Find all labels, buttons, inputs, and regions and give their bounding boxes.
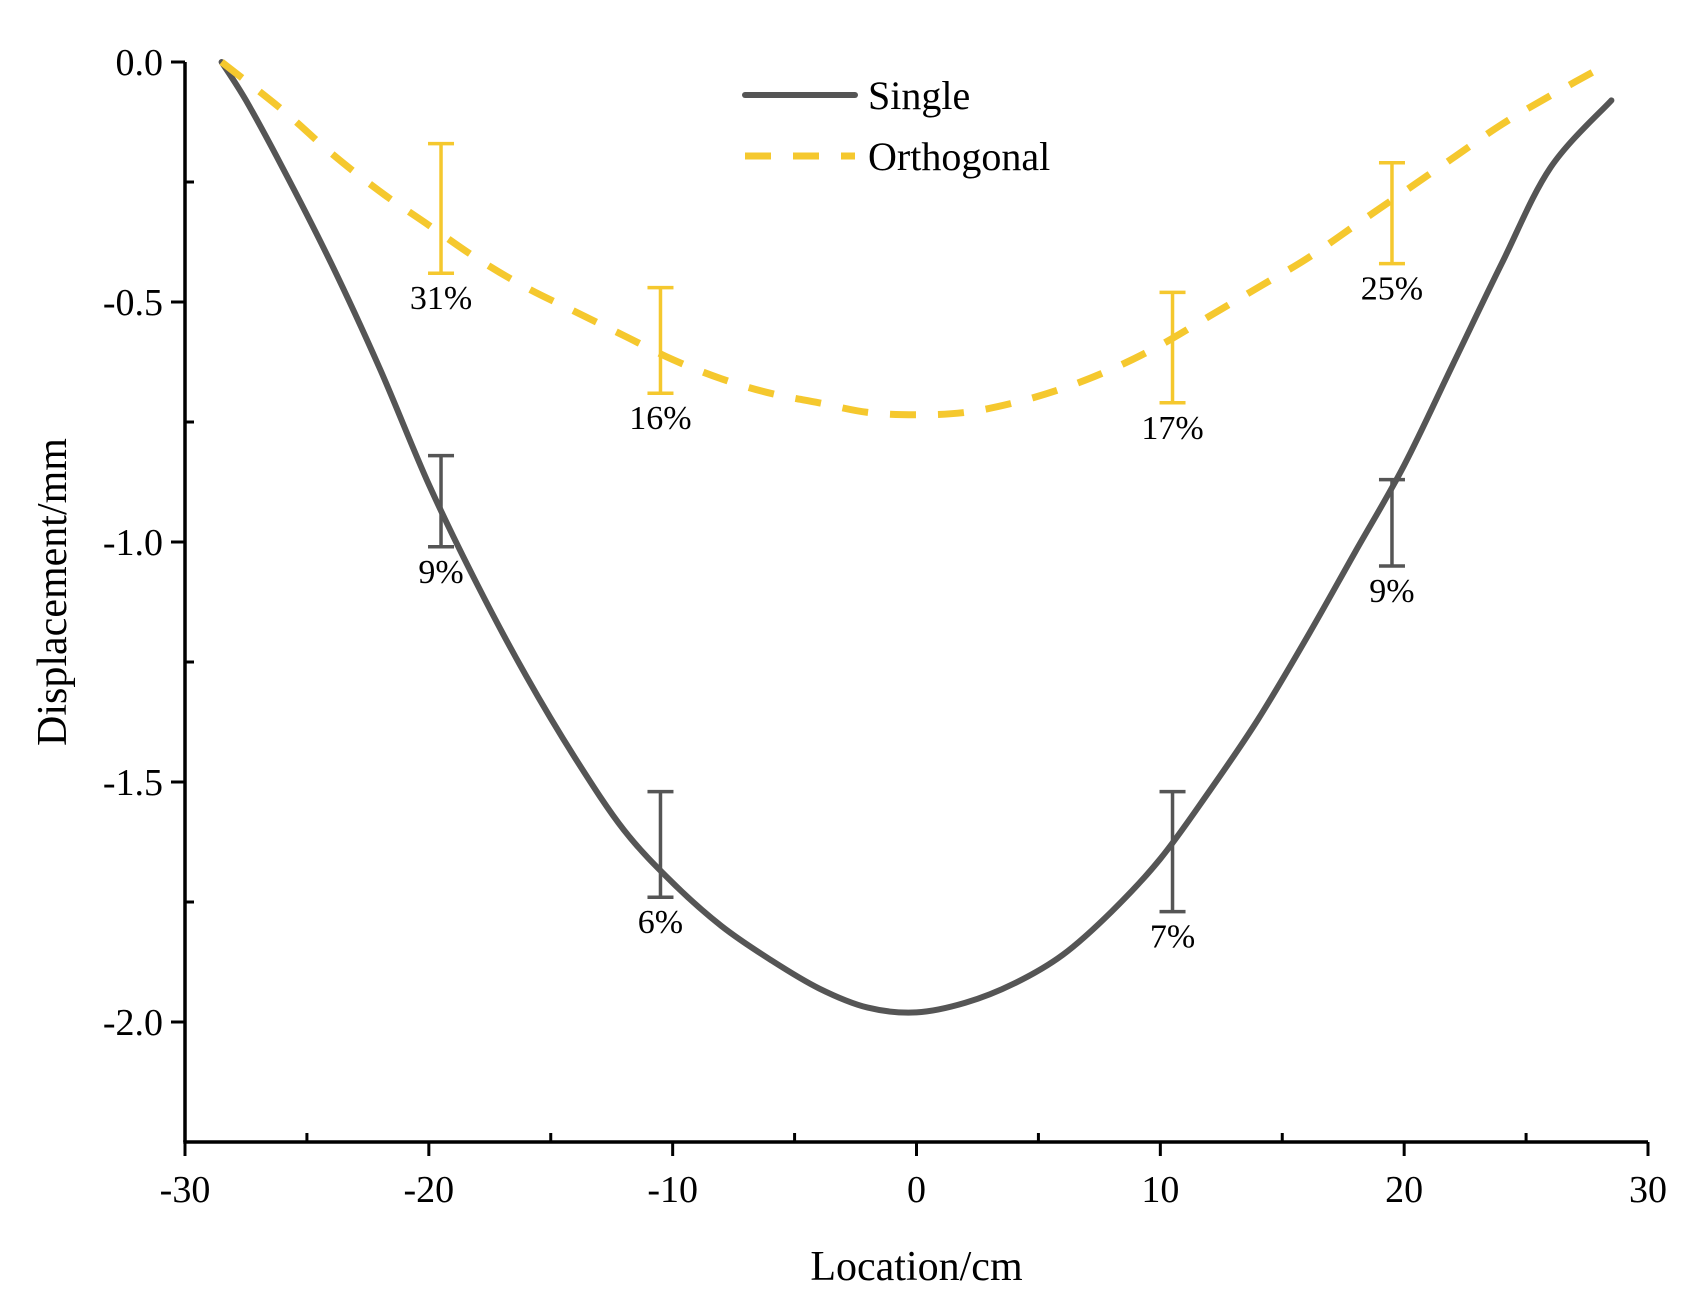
x-tick-label: -10 (647, 1169, 698, 1211)
error-percent-label: 17% (1141, 410, 1203, 447)
x-tick-label: -30 (160, 1169, 211, 1211)
error-percent-label: 25% (1361, 271, 1423, 308)
legend-label-orthogonal: Orthogonal (868, 134, 1050, 179)
series-line-orthogonal (219, 58, 1614, 419)
error-percent-label: 16% (629, 400, 691, 437)
y-tick-label: 0.0 (116, 42, 164, 84)
x-tick-label: 20 (1385, 1169, 1423, 1211)
axes-layer (171, 60, 1650, 1156)
y-tick-label: -2.0 (103, 1002, 163, 1044)
x-axis-title: Location/cm (810, 1244, 1023, 1290)
error-bars-layer (428, 141, 1405, 914)
legend: Single Orthogonal (742, 73, 1050, 179)
error-percent-label: 9% (418, 554, 463, 591)
y-tick-label: -1.0 (103, 522, 163, 564)
error-percent-label: 6% (638, 904, 683, 941)
error-percent-label: 7% (1150, 919, 1195, 956)
x-tick-label: 0 (907, 1169, 926, 1211)
y-tick-label: -0.5 (103, 282, 163, 324)
y-axis-title: Displacement/mm (30, 438, 76, 746)
legend-label-single: Single (868, 73, 970, 118)
x-tick-label: 30 (1629, 1169, 1667, 1211)
series-layer (218, 58, 1615, 1016)
labels-layer: -30 -20 -10 0 10 20 30 0.0 -0.5 -1.0 -1.5 -2.0 Locat… (30, 42, 1667, 1290)
error-percent-label: 9% (1369, 573, 1414, 610)
y-tick-label: -1.5 (103, 762, 163, 804)
x-tick-label: -20 (404, 1169, 455, 1211)
error-percent-label: 31% (410, 280, 472, 317)
series-line-single (218, 59, 1615, 1016)
x-tick-label: 10 (1141, 1169, 1179, 1211)
